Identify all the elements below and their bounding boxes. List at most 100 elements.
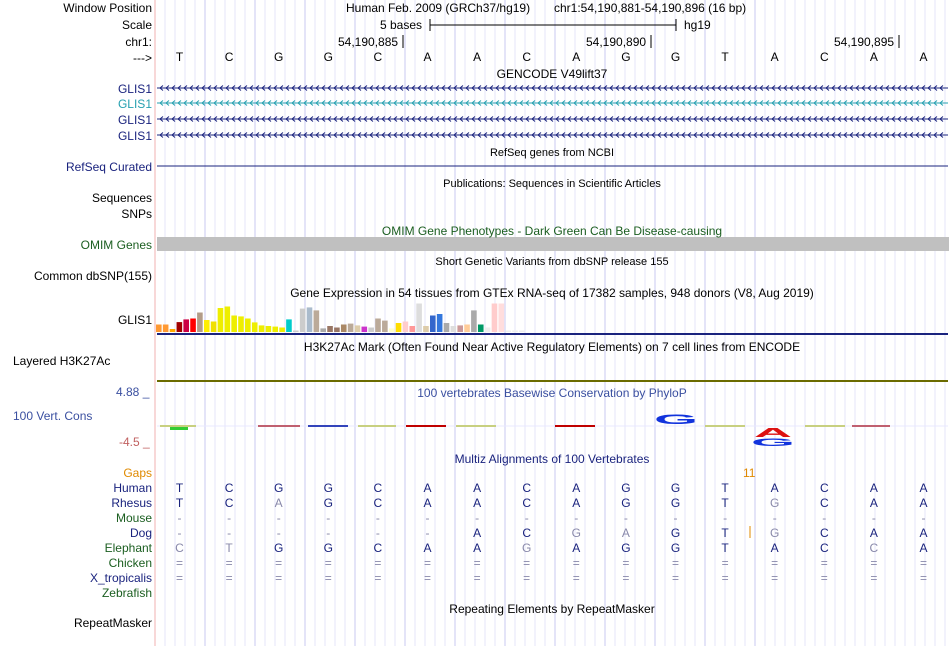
species-label[interactable]: Chicken (108, 556, 152, 570)
species-label[interactable]: Zebrafish (101, 586, 152, 600)
gtex-bar (402, 321, 409, 332)
scale-text: 5 bases (380, 18, 423, 32)
aligned-base: A (919, 481, 928, 495)
species-label[interactable]: Mouse (115, 511, 152, 525)
aligned-base: = (622, 556, 630, 570)
aligned-base: A (274, 496, 283, 510)
gtex-bar (203, 320, 210, 332)
aligned-base: = (870, 556, 878, 570)
aligned-base: T (225, 541, 233, 555)
species-label[interactable]: Human (113, 481, 152, 495)
gtex-bar (368, 327, 374, 332)
snps-label[interactable]: SNPs (121, 207, 152, 221)
dbsnp-title[interactable]: Short Genetic Variants from dbSNP releas… (435, 256, 669, 268)
logo-letter-a: A (754, 425, 794, 440)
direction-label: ---> (133, 51, 152, 65)
repeatmasker-label[interactable]: RepeatMasker (73, 616, 152, 630)
aligned-base: A (770, 481, 779, 495)
phylop-title[interactable]: 100 vertebrates Basewise Conservation by… (417, 386, 687, 400)
sequences-label[interactable]: Sequences (91, 191, 152, 205)
h3k27ac-title[interactable]: H3K27Ac Mark (Often Found Near Active Re… (303, 340, 801, 354)
gtex-bar (176, 322, 183, 332)
aligned-base: A (919, 526, 928, 540)
aligned-base: = (572, 556, 580, 570)
aligned-base: = (175, 571, 184, 585)
base-letter: A (473, 50, 482, 64)
aligned-base: G (274, 541, 284, 555)
aligned-base: = (671, 571, 680, 585)
base-letter: G (274, 50, 284, 64)
aligned-base: A (473, 526, 482, 540)
refseq-title[interactable]: RefSeq genes from NCBI (489, 147, 615, 159)
gtex-bar (217, 308, 224, 332)
aligned-base: G (274, 481, 284, 495)
aligned-base: T (721, 496, 729, 510)
aligned-base: = (721, 556, 729, 570)
aligned-base: A (473, 541, 482, 555)
publications-title[interactable]: Publications: Sequences in Scientific Ar… (443, 178, 661, 190)
aligned-base: = (275, 556, 283, 570)
aligned-base: G (670, 526, 681, 540)
gencode-title[interactable]: GENCODE V49lift37 (496, 67, 608, 81)
gtex-bar (382, 320, 388, 332)
base-letter: A (869, 50, 878, 64)
phylop-label[interactable]: 100 Vert. Cons (13, 409, 93, 423)
aligned-base: - (772, 511, 777, 525)
gtex-bar (409, 326, 416, 332)
gencode-row-label[interactable]: GLIS1 (117, 113, 152, 127)
h3k27ac-label[interactable]: Layered H3K27Ac (13, 354, 111, 368)
species-label[interactable]: Dog (129, 526, 152, 540)
alignment-row: = = = = = = = = = = = = = = = = (0, 556, 950, 570)
window-position-label: Window Position (63, 1, 152, 15)
gtex-bar (519, 330, 525, 332)
aligned-base: G (522, 541, 532, 555)
aligned-base: = (473, 556, 481, 570)
omim-label[interactable]: OMIM Genes (80, 238, 152, 252)
aligned-base: C (819, 481, 829, 495)
gtex-bar (210, 321, 217, 332)
aligned-base: T (175, 496, 184, 510)
multiz-title[interactable]: Multiz Alignments of 100 Vertebrates (454, 452, 650, 466)
base-letter: C (819, 50, 829, 64)
gtex-bar (251, 322, 258, 332)
aligned-base: G (323, 481, 333, 495)
gtex-bar (320, 328, 326, 332)
aligned-base: C (373, 496, 383, 510)
gencode-row-label[interactable]: GLIS1 (117, 97, 152, 111)
refseq-label[interactable]: RefSeq Curated (65, 160, 152, 174)
species-label[interactable]: Elephant (104, 541, 152, 555)
aligned-base: = (423, 571, 432, 585)
alignment-row (0, 586, 950, 600)
aligned-base: A (869, 496, 878, 510)
logo-letter-g: G (654, 411, 698, 427)
aligned-base: C (224, 496, 234, 510)
aligned-base: A (572, 541, 581, 555)
omim-title[interactable]: OMIM Gene Phenotypes - Dark Green Can Be… (381, 224, 723, 238)
gtex-bar (162, 324, 169, 332)
aligned-base: G (670, 481, 681, 495)
position-readout[interactable]: chr1:54,190,881-54,190,896 (16 bp) (554, 1, 747, 15)
gtex-bar (169, 329, 176, 332)
gtex-bar (238, 316, 244, 332)
gtex-bar (512, 330, 518, 332)
dbsnp-label[interactable]: Common dbSNP(155) (33, 269, 152, 283)
gaps-label: Gaps (123, 466, 152, 480)
gtex-bar (293, 330, 299, 332)
species-label[interactable]: Rhesus (111, 496, 152, 510)
aligned-base: T (721, 481, 729, 495)
species-label[interactable]: X_tropicalis (89, 571, 152, 585)
gencode-row-label[interactable]: GLIS1 (117, 82, 152, 96)
gtex-bar (505, 330, 511, 332)
gtex-bar (443, 323, 450, 332)
gtex-title[interactable]: Gene Expression in 54 tissues from GTEx … (290, 286, 814, 300)
gtex-label[interactable]: GLIS1 (117, 313, 152, 327)
aligned-base: = (523, 571, 531, 585)
repeatmasker-title[interactable]: Repeating Elements by RepeatMasker (449, 602, 655, 616)
gtex-bar (375, 318, 381, 332)
strand-chevrons (159, 100, 944, 106)
gencode-row-label[interactable]: GLIS1 (117, 129, 152, 143)
alignment-row: = = = = = = = = = = = = = = = = (0, 571, 950, 585)
